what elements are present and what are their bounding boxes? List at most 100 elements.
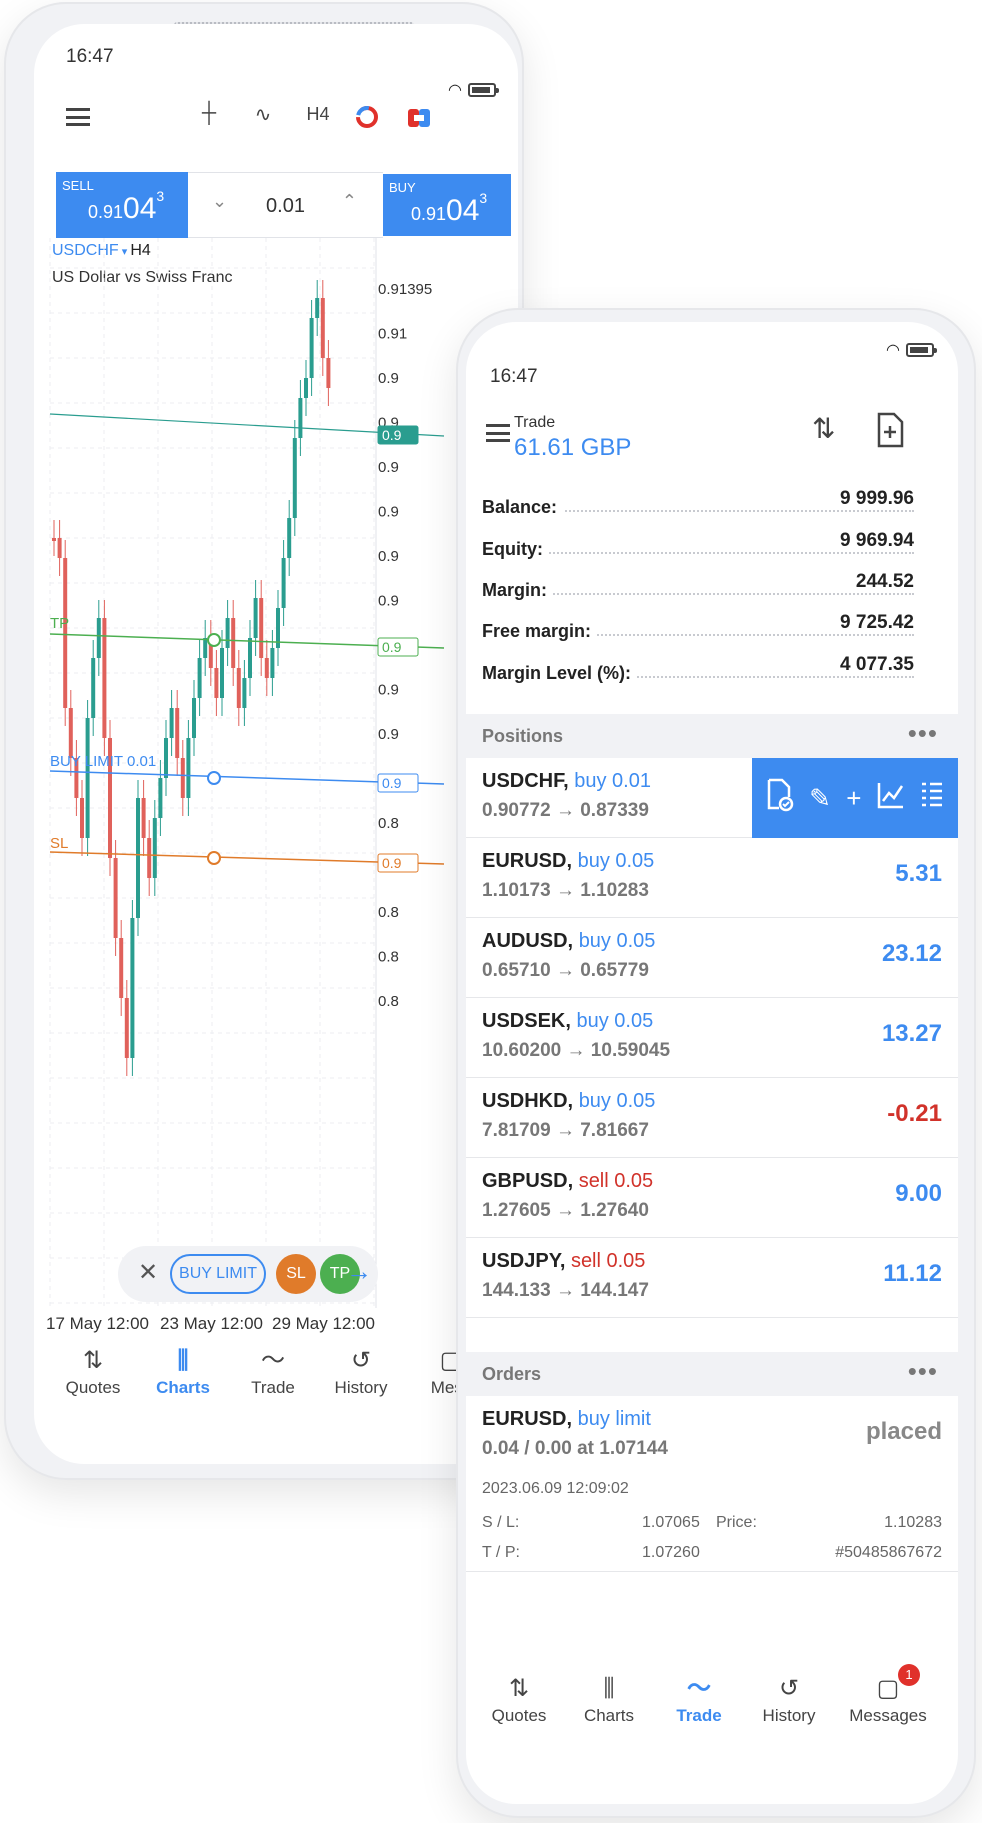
- nav-trade[interactable]: 〜 Trade: [654, 1672, 744, 1726]
- candle-body: [74, 758, 79, 798]
- modify-pencil-icon[interactable]: ✎: [809, 782, 831, 813]
- buy-price: 0.91043: [411, 190, 487, 228]
- buy-price-prefix: 0.91: [411, 204, 447, 224]
- candle-body: [91, 658, 96, 718]
- lot-value[interactable]: 0.01: [266, 195, 305, 217]
- floating-profit: 61.61 GBP: [514, 434, 632, 461]
- balance-row: Balance: 9 999.96: [482, 488, 914, 522]
- position-row[interactable]: USDJPY, sell 0.05 144.133 → 144.147 11.1…: [466, 1238, 958, 1318]
- nav-label: History: [762, 1706, 816, 1725]
- position-row[interactable]: EURUSD, buy 0.05 1.10173 → 1.10283 5.31: [466, 838, 958, 918]
- price-axis-label: 0.8: [378, 949, 399, 966]
- more-icon[interactable]: •••: [907, 1356, 938, 1386]
- buy-limit-button[interactable]: BUY LIMIT: [170, 1254, 266, 1294]
- timeframe-button[interactable]: H4: [306, 104, 330, 124]
- order-row[interactable]: EURUSD, buy limit 0.04 / 0.00 at 1.07144…: [466, 1396, 958, 1572]
- quotes-icon: ⇅: [508, 1675, 530, 1702]
- more-icon[interactable]: •••: [907, 718, 938, 748]
- candle-body: [292, 438, 297, 518]
- price-axis-label: 0.8: [378, 815, 399, 832]
- nav-charts[interactable]: ⫼ Charts: [138, 1344, 228, 1398]
- nav-quotes[interactable]: ⇅ Quotes: [474, 1672, 564, 1726]
- status-time: 16:47: [490, 366, 538, 387]
- nav-charts[interactable]: ⫼ Charts: [564, 1672, 654, 1726]
- candle-body: [192, 698, 196, 738]
- menu-icon[interactable]: [486, 424, 510, 442]
- price-axis-label: 0.91: [378, 326, 407, 343]
- sell-price-sup: 3: [156, 188, 165, 204]
- position-profit: 13.27: [881, 1020, 942, 1047]
- position-side: buy 0.01: [574, 770, 651, 792]
- one-click-trading-panel: SELL 0.91043 ⌄ 0.01 ⌃ BUY 0.91043: [56, 172, 511, 238]
- sort-icon[interactable]: ⇅: [812, 413, 836, 444]
- status-icons: ◠: [886, 340, 937, 360]
- nav-history[interactable]: ↺ History: [744, 1672, 834, 1726]
- lot-decrease-icon[interactable]: ⌄: [212, 191, 228, 211]
- position-row[interactable]: USDHKD, buy 0.05 7.81709 → 7.81667 -0.21: [466, 1078, 958, 1158]
- nav-history[interactable]: ↺ History: [316, 1344, 406, 1398]
- wifi-icon: ◠: [448, 82, 462, 99]
- price-axis-label: 0.9: [378, 593, 399, 610]
- candle-body: [298, 398, 303, 438]
- trade-toggle-icon[interactable]: [404, 106, 434, 136]
- position-row[interactable]: GBPUSD, sell 0.05 1.27605 → 1.27640 9.00: [466, 1158, 958, 1238]
- order-title: EURUSD, buy limit: [482, 1408, 651, 1431]
- order-status: placed: [865, 1418, 942, 1445]
- sell-button[interactable]: SELL 0.91043: [56, 172, 188, 238]
- candle-body: [113, 858, 118, 938]
- x-axis-label: 23 May 12:00: [160, 1314, 264, 1333]
- position-side: buy 0.05: [578, 930, 656, 952]
- battery-icon: [906, 343, 937, 357]
- objects-icon[interactable]: [352, 104, 382, 136]
- symbol-name: USDCHF: [52, 242, 119, 259]
- confirm-arrow-icon[interactable]: →: [346, 1256, 372, 1286]
- margin-level-row: Margin Level (%): 4 077.35: [482, 654, 914, 688]
- price-chart[interactable]: TP BUY LIMIT 0.01 SL 0.91395 0.91 0.9 0.9 0.9 0.…: [34, 238, 518, 1308]
- nav-trade[interactable]: 〜 Trade: [228, 1344, 318, 1398]
- position-title: EURUSD, buy 0.05: [482, 850, 654, 873]
- candle-body: [203, 638, 208, 658]
- nav-label: Quotes: [65, 1378, 121, 1397]
- trade-phone: 16:47 ◠ Trade 61.61 GBP ⇅ Balance: 9 999.…: [456, 308, 976, 1818]
- buy-price-big: 04: [446, 194, 480, 227]
- buy-limit-label: BUY LIMIT 0.01: [50, 753, 156, 770]
- add-position-icon[interactable]: +: [846, 782, 862, 813]
- nav-quotes[interactable]: ⇅ Quotes: [48, 1344, 138, 1398]
- equity-row: Equity: 9 969.94: [482, 530, 914, 564]
- chart-symbol[interactable]: USDCHF ▾ H4: [52, 242, 151, 260]
- position-profit: 5.31: [895, 860, 942, 887]
- position-row[interactable]: AUDUSD, buy 0.05 0.65710 → 0.65779 23.12: [466, 918, 958, 998]
- account-label: Free margin:: [482, 621, 598, 642]
- sell-price-big: 04: [123, 192, 157, 225]
- close-icon[interactable]: ✕: [138, 1259, 159, 1286]
- nav-messages[interactable]: ▢ Messages: [838, 1672, 938, 1726]
- position-side: sell 0.05: [570, 1250, 646, 1272]
- candle-body: [158, 778, 163, 818]
- chart-icon[interactable]: [877, 781, 905, 816]
- candle-body: [186, 738, 191, 798]
- position-row[interactable]: USDSEK, buy 0.05 10.60200 → 10.59045 13.…: [466, 998, 958, 1078]
- sl-button[interactable]: SL: [276, 1254, 316, 1294]
- position-title: GBPUSD, sell 0.05: [482, 1170, 653, 1193]
- position-row[interactable]: USDCHF, buy 0.01 0.90772 → 0.87339 ✎ +: [466, 758, 958, 838]
- tp-button[interactable]: TP: [320, 1254, 360, 1294]
- position-profit: 23.12: [881, 940, 942, 967]
- lot-increase-icon[interactable]: ⌃: [341, 191, 357, 211]
- price-axis-label: 0.9: [378, 459, 399, 476]
- new-order-icon[interactable]: [876, 412, 904, 455]
- candle-body: [136, 798, 140, 918]
- price-value: 1.10283: [884, 1514, 942, 1531]
- buy-button[interactable]: BUY 0.91043: [383, 174, 511, 236]
- order-date: 2023.06.09 12:09:02: [482, 1480, 629, 1497]
- order-side: buy limit: [577, 1408, 651, 1430]
- menu-icon[interactable]: [66, 108, 90, 126]
- position-profit: 9.00: [895, 1180, 942, 1207]
- bulk-operations-icon[interactable]: [920, 781, 944, 816]
- position-side: buy 0.05: [576, 1010, 654, 1032]
- crosshair-icon[interactable]: ┼: [201, 102, 217, 124]
- indicators-icon[interactable]: ∿: [254, 104, 272, 126]
- candle-body: [63, 558, 68, 708]
- sl-tag: [377, 853, 419, 873]
- sl-value: 1.07065: [642, 1514, 700, 1531]
- close-position-icon[interactable]: [766, 778, 794, 819]
